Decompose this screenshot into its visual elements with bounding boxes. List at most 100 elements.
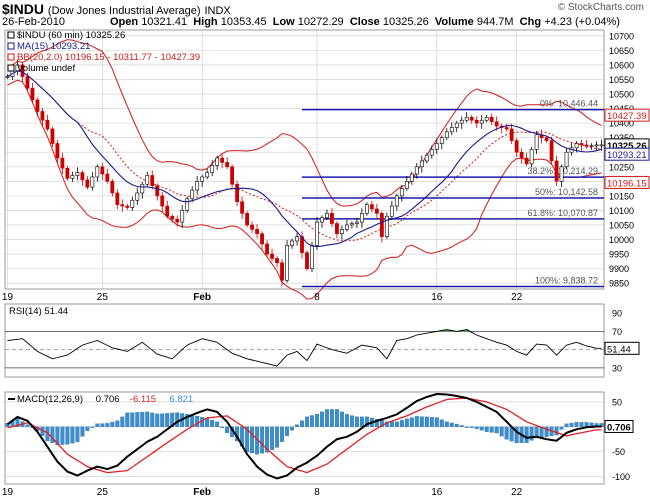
price-tick-label: 10600 (609, 60, 634, 70)
macd-histogram-bar (215, 421, 220, 427)
price-candle (330, 213, 334, 224)
price-candle (225, 162, 230, 168)
macd-histogram-bar (125, 412, 130, 427)
price-tick-label: 9850 (609, 279, 629, 289)
macd-histogram-bar (285, 426, 289, 436)
price-candle (404, 181, 409, 189)
price-candle (280, 262, 284, 281)
macd-histogram-bar (584, 422, 589, 427)
macd-badge-box (604, 419, 634, 433)
macd-histogram-bar (409, 417, 414, 427)
price-candle (85, 179, 90, 188)
macd-histogram-bar (50, 426, 55, 443)
price-candle (105, 173, 110, 182)
price-candle (50, 128, 55, 144)
price-candle (120, 204, 125, 207)
price-candle (419, 160, 424, 168)
price-tick-label: 10400 (609, 119, 634, 129)
rsi-legend: RSI(14) 51.44 (9, 306, 68, 317)
macd-x-tick-label: 16 (431, 487, 443, 497)
price-tick-label: 10000 (609, 235, 634, 245)
price-candle (594, 144, 599, 147)
price-candle (140, 183, 145, 194)
macd-histogram-bar (225, 426, 230, 433)
high-value: 10353.45 (220, 16, 267, 28)
low-value: 10272.29 (297, 16, 344, 28)
price-candle (145, 175, 150, 185)
macd-panel (4, 391, 605, 485)
rsi-line (7, 329, 602, 367)
macd-histogram-bar (544, 426, 549, 437)
macd-histogram-bar (469, 426, 474, 428)
price-candle (459, 119, 464, 124)
price-candle (25, 76, 30, 89)
legend-swatch (7, 42, 15, 50)
macd-histogram-bar (414, 416, 419, 427)
price-tick-label: 10700 (609, 31, 634, 41)
price-tick-label: 9900 (609, 264, 629, 274)
price-candle (554, 160, 559, 182)
price-tick-label: 10250 (609, 162, 634, 172)
bb-lower-band (7, 79, 602, 300)
price-candle (5, 76, 10, 78)
price-candle (215, 157, 220, 166)
macd-histogram-bar (280, 426, 284, 442)
bb-upper-band (7, 39, 602, 207)
macd-x-tick-label: 19 (2, 487, 14, 497)
price-candle (360, 213, 364, 223)
macd-histogram-bar (140, 411, 145, 427)
price-candle (494, 121, 499, 127)
price-candle (240, 201, 245, 214)
price-tick-label: 10550 (609, 75, 634, 85)
price-tick-label: 10100 (609, 206, 634, 216)
price-candle (115, 192, 120, 205)
macd-x-tick-label: 22 (511, 487, 523, 497)
price-x-tick-label: 25 (97, 292, 109, 303)
macd-histogram-bar (344, 414, 349, 427)
price-candle (155, 185, 160, 197)
price-candle (364, 204, 369, 214)
macd-histogram-bar (454, 423, 459, 427)
macd-tick-label: -100 (612, 472, 630, 482)
macd-histogram-bar (359, 416, 364, 427)
price-candle (469, 117, 474, 121)
macd-histogram-bar (320, 411, 324, 427)
macd-histogram-bar (60, 426, 65, 445)
price-legend-entry: Volume undef (17, 63, 75, 74)
price-candle (345, 224, 349, 230)
macd-histogram-bar (334, 409, 339, 427)
price-x-tick-label: 8 (314, 292, 320, 303)
open-label: Open (110, 16, 139, 28)
macd-histogram-bar (489, 426, 494, 433)
macd-histogram-bar (115, 420, 120, 427)
price-candle (35, 99, 40, 112)
price-candle (260, 233, 264, 245)
price-candle (305, 252, 309, 269)
macd-histogram-bar (419, 416, 424, 427)
rsi-badge-box (604, 341, 640, 355)
index-name: (Dow Jones Industrial Average) (47, 5, 201, 17)
price-candle (125, 205, 130, 208)
macd-histogram-bar (374, 418, 379, 427)
ma-line (7, 70, 602, 248)
price-candle (474, 119, 479, 124)
price-candle (479, 119, 484, 124)
macd-histogram-bar (260, 426, 265, 454)
price-candle (379, 213, 384, 237)
fib-label: 100%: 9,838.72 (535, 275, 598, 285)
price-candle (100, 166, 105, 175)
price-candle (335, 223, 339, 235)
macd-histogram-bar (349, 415, 354, 427)
price-candle (265, 243, 269, 255)
macd-histogram-bar (529, 426, 534, 441)
bb-upper-badge: 10427.39 (607, 111, 647, 122)
bb-lower-badge: 10196.15 (607, 178, 647, 189)
macd-histogram-bar (330, 409, 334, 427)
macd-histogram-bar (444, 421, 449, 427)
price-candle (584, 144, 589, 147)
stockcharts-credit: © StockCharts.com (557, 2, 644, 13)
price-candle (45, 119, 50, 130)
price-candle (95, 166, 100, 178)
price-x-tick-label: Feb (193, 292, 211, 303)
macd-tick-label: -50 (612, 447, 625, 457)
